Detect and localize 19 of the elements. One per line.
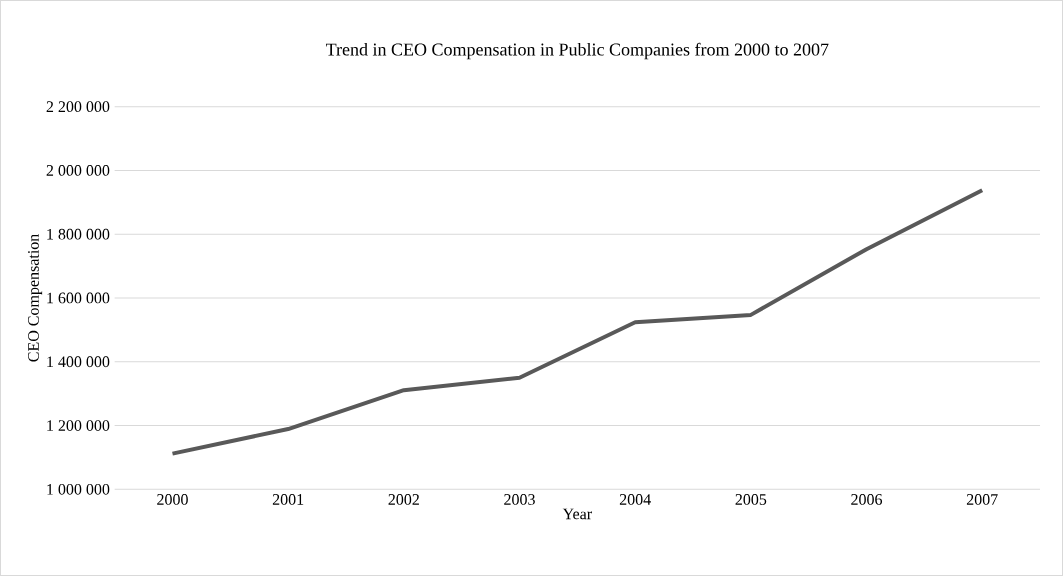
y-tick-label: 1 400 000 xyxy=(47,356,110,368)
y-tick-label: 1 200 000 xyxy=(47,420,110,431)
x-tick-label: 2006 xyxy=(851,494,883,505)
chart-title: Trend in CEO Compensation in Public Companies from 2000 to 2007 xyxy=(326,42,829,60)
x-tick-label: 2000 xyxy=(157,494,188,505)
y-tick-label: 1 800 000 xyxy=(47,228,110,240)
y-tick-label: 1 000 000 xyxy=(47,483,110,495)
x-tick-label: 2007 xyxy=(966,494,998,505)
y-tick-label: 2 000 000 xyxy=(46,165,110,176)
line-series xyxy=(170,188,985,456)
x-axis-title: Year xyxy=(562,508,592,520)
x-tick-label: 2001 xyxy=(272,494,304,505)
x-tick-label: 2003 xyxy=(504,494,535,505)
y-tick-label: 1 600 000 xyxy=(47,292,110,304)
x-tick-label: 2002 xyxy=(388,494,419,505)
x-tick-label: 2005 xyxy=(735,494,767,505)
y-tick-label: 2 200 000 xyxy=(46,101,110,113)
y-axis-title: CEO Compensation xyxy=(28,234,43,362)
x-tick-label: 2004 xyxy=(619,494,651,505)
